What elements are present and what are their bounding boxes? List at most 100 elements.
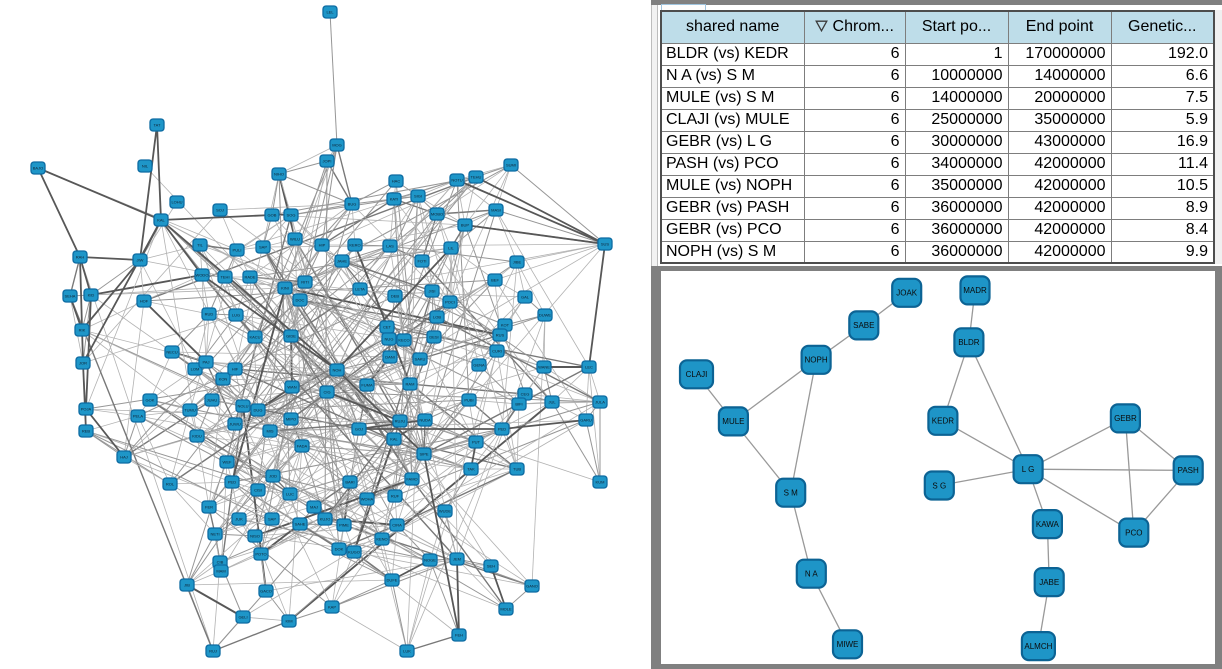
svg-text:HIF: HIF bbox=[232, 367, 239, 372]
svg-text:LEL: LEL bbox=[326, 10, 334, 15]
svg-text:GACO: GACO bbox=[260, 589, 272, 594]
svg-text:JOAK: JOAK bbox=[896, 289, 918, 298]
svg-text:FAMO: FAMO bbox=[406, 477, 417, 482]
svg-text:JIBE: JIBE bbox=[513, 260, 522, 265]
svg-text:CET: CET bbox=[383, 325, 392, 330]
svg-text:RUF: RUF bbox=[391, 494, 400, 499]
svg-text:PED: PED bbox=[228, 480, 236, 485]
svg-text:REB: REB bbox=[82, 429, 91, 434]
svg-text:MIS: MIS bbox=[266, 429, 273, 434]
svg-text:NIHO: NIHO bbox=[274, 172, 284, 177]
svg-text:KEDR: KEDR bbox=[932, 417, 954, 426]
svg-text:CISI: CISI bbox=[254, 488, 262, 493]
svg-text:DOK: DOK bbox=[335, 547, 344, 552]
svg-text:KUGO: KUGO bbox=[348, 550, 360, 555]
svg-text:N A: N A bbox=[805, 570, 819, 579]
svg-text:PASH: PASH bbox=[1178, 466, 1199, 475]
svg-text:FUMA: FUMA bbox=[361, 383, 373, 388]
svg-text:MIPO: MIPO bbox=[286, 417, 296, 422]
svg-text:PCO: PCO bbox=[1125, 528, 1142, 537]
svg-text:CLAJI: CLAJI bbox=[686, 370, 708, 379]
svg-text:JOD: JOD bbox=[269, 474, 277, 479]
svg-text:KIM: KIM bbox=[285, 619, 292, 624]
svg-text:JOPI: JOPI bbox=[323, 159, 332, 164]
svg-text:GAL: GAL bbox=[521, 295, 530, 300]
svg-text:KACU: KACU bbox=[249, 335, 260, 340]
svg-text:GIDE: GIDE bbox=[286, 334, 296, 339]
svg-text:LAS: LAS bbox=[386, 244, 394, 249]
svg-text:LOHU: LOHU bbox=[171, 200, 182, 205]
svg-text:PUBI: PUBI bbox=[464, 398, 473, 403]
svg-text:CEG: CEG bbox=[521, 392, 530, 397]
svg-text:WEF: WEF bbox=[223, 460, 232, 465]
svg-text:RUJU: RUJU bbox=[395, 419, 406, 424]
svg-text:MASI: MASI bbox=[491, 208, 501, 213]
svg-text:JULA: JULA bbox=[595, 400, 605, 405]
svg-text:HAJ: HAJ bbox=[120, 455, 128, 460]
svg-text:RITI: RITI bbox=[301, 280, 309, 285]
svg-text:MOLE: MOLE bbox=[500, 607, 512, 612]
svg-text:MAM: MAM bbox=[216, 569, 225, 574]
svg-text:SOG: SOG bbox=[287, 213, 296, 218]
svg-text:LIL: LIL bbox=[448, 246, 454, 251]
svg-text:WODO: WODO bbox=[196, 273, 209, 278]
svg-text:SOJ: SOJ bbox=[216, 208, 224, 213]
svg-text:DOC: DOC bbox=[296, 298, 305, 303]
svg-text:NUDA: NUDA bbox=[419, 418, 431, 423]
svg-text:ROL: ROL bbox=[166, 482, 175, 487]
svg-text:DESI: DESI bbox=[429, 335, 438, 340]
svg-text:GARU: GARU bbox=[580, 418, 592, 423]
svg-text:PELA: PELA bbox=[133, 414, 144, 419]
svg-text:JAHE: JAHE bbox=[337, 259, 348, 264]
svg-text:NOPH: NOPH bbox=[805, 356, 828, 365]
svg-text:CIRA: CIRA bbox=[392, 523, 402, 528]
svg-text:GEBR: GEBR bbox=[1114, 414, 1137, 423]
svg-text:WAN: WAN bbox=[287, 385, 296, 390]
svg-text:DEB: DEB bbox=[391, 294, 400, 299]
svg-text:KUJO: KUJO bbox=[320, 517, 331, 522]
svg-text:GOJ: GOJ bbox=[355, 427, 363, 432]
svg-text:CIG: CIG bbox=[323, 390, 330, 395]
svg-text:SUMI: SUMI bbox=[506, 163, 516, 168]
svg-text:RAM: RAM bbox=[406, 382, 415, 387]
svg-text:JOR: JOR bbox=[79, 361, 87, 366]
svg-text:POCI: POCI bbox=[445, 300, 455, 305]
svg-text:PED: PED bbox=[498, 427, 506, 432]
svg-text:GELI: GELI bbox=[238, 615, 247, 620]
svg-text:KECO: KECO bbox=[398, 338, 409, 343]
svg-text:LEC: LEC bbox=[585, 365, 593, 370]
svg-text:CURI: CURI bbox=[492, 349, 502, 354]
svg-text:DUWE: DUWE bbox=[539, 313, 552, 318]
svg-text:NETI: NETI bbox=[210, 532, 219, 537]
svg-text:NOGE: NOGE bbox=[424, 558, 436, 563]
svg-text:BIFI: BIFI bbox=[515, 402, 522, 407]
svg-text:MOG: MOG bbox=[332, 143, 342, 148]
svg-text:JUWU: JUWU bbox=[229, 422, 241, 427]
svg-text:PIME: PIME bbox=[339, 523, 349, 528]
svg-text:PAJ: PAJ bbox=[202, 360, 209, 365]
svg-text:HIP: HIP bbox=[319, 243, 326, 248]
svg-text:KERO: KERO bbox=[349, 243, 360, 248]
svg-text:NUG: NUG bbox=[385, 337, 394, 342]
svg-text:TUMU: TUMU bbox=[184, 408, 196, 413]
svg-text:MIWE: MIWE bbox=[837, 640, 859, 649]
svg-text:JABE: JABE bbox=[1039, 578, 1059, 587]
svg-text:LETA: LETA bbox=[355, 287, 365, 292]
svg-text:LOB: LOB bbox=[433, 315, 441, 320]
svg-text:BAJO: BAJO bbox=[33, 166, 43, 171]
svg-text:POTO: POTO bbox=[255, 552, 266, 557]
svg-text:KAWA: KAWA bbox=[1036, 520, 1060, 529]
svg-text:FADA: FADA bbox=[297, 444, 308, 449]
svg-text:HOF: HOF bbox=[140, 299, 149, 304]
svg-text:TEHU: TEHU bbox=[471, 175, 482, 180]
svg-text:KAP: KAP bbox=[328, 605, 336, 610]
svg-text:NIL: NIL bbox=[142, 164, 149, 169]
svg-text:KIDU: KIDU bbox=[192, 434, 202, 439]
svg-text:BEF: BEF bbox=[491, 278, 499, 283]
svg-text:FER: FER bbox=[205, 505, 213, 510]
svg-text:KAL: KAL bbox=[157, 218, 165, 223]
svg-text:MAJ: MAJ bbox=[310, 505, 318, 510]
svg-text:SAP: SAP bbox=[268, 517, 276, 522]
svg-text:KATI: KATI bbox=[390, 197, 399, 202]
svg-text:SAHE: SAHE bbox=[295, 522, 306, 527]
